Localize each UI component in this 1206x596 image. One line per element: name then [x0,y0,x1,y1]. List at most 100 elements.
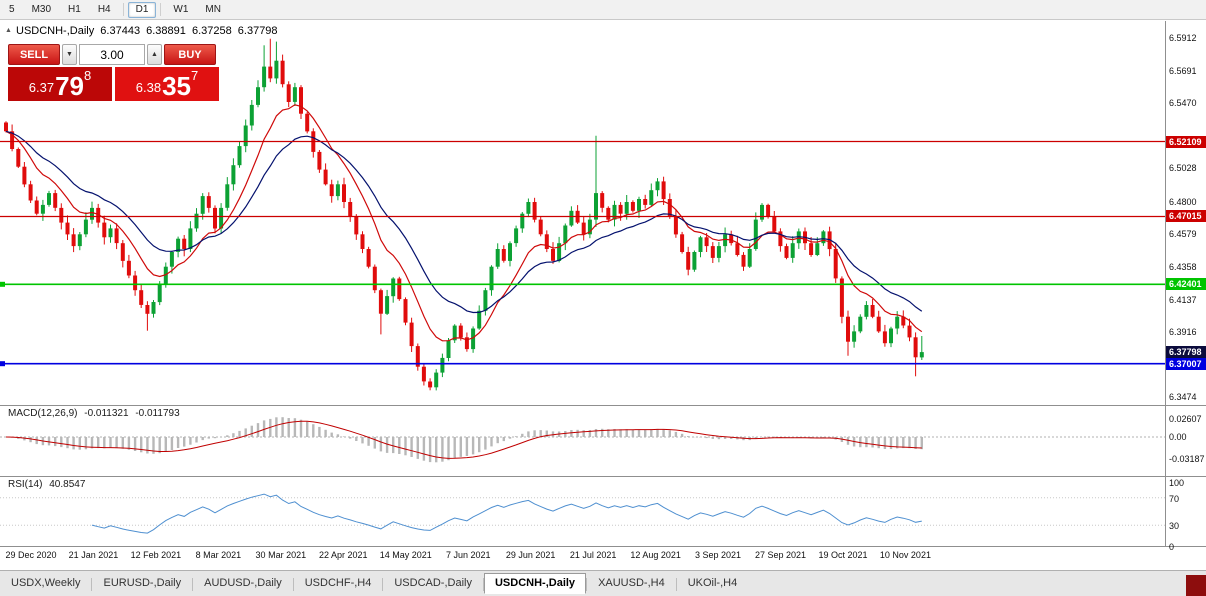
volume-increase-button[interactable]: ▲ [147,44,162,65]
date-axis-label: 30 Mar 2021 [255,550,307,560]
tab-separator [675,578,677,591]
chart-tab-usdx-weekly[interactable]: USDX,Weekly [11,577,81,589]
price-axis-label: 6.4358 [1169,261,1197,272]
macd-axis-label: 0.02607 [1169,413,1202,424]
chart-tab-usdcnh-daily[interactable]: USDCNH-,Daily [483,573,587,594]
pane-separators [0,21,1206,547]
ask-price-point: 7 [191,68,199,83]
tab-separator [192,578,194,591]
ask-price-major: 6.38 [135,80,162,95]
date-axis-label: 29 Dec 2020 [5,550,57,560]
timeframe-button-mn[interactable]: MN [205,3,221,15]
date-axis-label: 21 Jan 2021 [68,550,119,560]
date-axis-label: 10 Nov 2021 [879,550,931,560]
chart-tab-audusd-daily[interactable]: AUDUSD-,Daily [204,577,282,589]
chart-tab-usdchf-h4[interactable]: USDCHF-,H4 [304,577,372,589]
date-axis-label: 8 Mar 2021 [195,550,242,560]
chart-tab-xauusd-h4[interactable]: XAUUSD-,H4 [598,577,665,589]
date-axis-label: 7 Jun 2021 [445,550,491,560]
price-axis-label: 6.3916 [1169,327,1197,338]
macd-axis-label: 0.00 [1169,432,1187,442]
price-tag-6.47015[interactable]: 6.47015 [1166,210,1206,223]
date-axis-label: 21 Jul 2021 [569,550,617,560]
date-axis-label: 22 Apr 2021 [319,550,368,560]
tab-separator [482,578,484,591]
rsi-line [0,493,1165,534]
toolbar-separator [122,3,124,16]
price-tag-6.52109[interactable]: 6.52109 [1166,135,1206,148]
date-axis-label: 12 Feb 2021 [130,550,182,560]
macd-value-signal: -0.011793 [135,408,180,419]
price-axis-label: 6.5470 [1169,98,1197,109]
macd-value-main: -0.011321 [84,408,129,419]
chart-symbol-period: USDCNH-,Daily [16,25,95,37]
macd-signal-line [5,420,922,459]
macd-axis-label: -0.03187 [1169,454,1205,465]
chart-title-ohlc: USDCNH-,Daily 6.37443 6.38891 6.37258 6.… [16,25,281,37]
macd-label: MACD(12,26,9) -0.011321 -0.011793 [8,408,184,419]
price-axis-label: 6.5912 [1169,33,1197,44]
volume-input[interactable] [79,44,145,65]
macd-title: MACD(12,26,9) [8,408,78,419]
chart-tab-eurusd-daily[interactable]: EURUSD-,Daily [103,577,182,589]
rsi-axis-label: 70 [1169,493,1180,504]
ask-price-display[interactable]: 6.38 35 7 [115,67,219,101]
price-axis-label: 6.3474 [1169,392,1197,403]
rsi-value: 40.8547 [49,479,86,490]
tab-separator [292,578,294,591]
price-axis-label: 6.4137 [1169,294,1197,305]
corner-red-block [1186,575,1206,596]
buy-button[interactable]: BUY [164,44,216,65]
tab-separator [586,578,588,591]
rsi-title: RSI(14) [8,479,43,490]
date-axis-label: 14 May 2021 [379,550,432,560]
price-axis-label: 6.4579 [1169,229,1197,240]
ohlc-open: 6.37443 [100,25,141,37]
current-price-tag: 6.37798 [1166,345,1206,358]
timeframe-button-5[interactable]: 5 [9,3,15,15]
chart-tab-ukoil-h4[interactable]: UKOil-,H4 [687,577,738,589]
bid-price-display[interactable]: 6.37 79 8 [8,67,112,101]
ma-slow-line [5,130,923,314]
toolbar-separator [160,3,162,16]
rsi-label: RSI(14) 40.8547 [8,479,89,490]
price-tag-6.37007[interactable]: 6.37007 [1166,357,1206,370]
date-axis-label: 3 Sep 2021 [695,550,742,560]
timeframe-button-d1[interactable]: D1 [127,1,157,18]
timeframe-button-h4[interactable]: H4 [97,3,111,15]
sell-button[interactable]: SELL [8,44,60,65]
bid-price-pips: 79 [55,71,84,101]
date-axis-label: 12 Aug 2021 [630,550,681,560]
date-axis-label: 19 Oct 2021 [818,550,868,560]
bid-price-point: 8 [84,68,92,83]
chart-tabs-bar: USDX,Weekly EURUSD-,Daily AUDUSD-,Daily USD… [0,570,1206,596]
price-axis-label: 6.5691 [1169,65,1197,76]
timeframe-toolbar: 5 M30 H1 H4 D1 W1 MN [0,0,1206,20]
ma-fast-line [5,104,923,342]
date-axis-label: 27 Sep 2021 [754,550,807,560]
ohlc-low: 6.37258 [191,25,232,37]
tab-separator [91,578,93,591]
ohlc-high: 6.38891 [146,25,186,37]
price-tag-6.42401[interactable]: 6.42401 [1166,278,1206,291]
volume-decrease-button[interactable]: ▼ [62,44,77,65]
rsi-axis-label: 30 [1169,521,1180,532]
macd-histogram [0,417,1165,463]
level-lines[interactable] [0,140,1165,367]
chart-marker-icon: ▲ [5,27,12,34]
rsi-axis-label: 0 [1169,542,1175,552]
timeframe-button-h1[interactable]: H1 [68,3,81,15]
rsi-pane[interactable] [0,477,1165,546]
date-axis-label: 29 Jun 2021 [505,550,556,560]
price-axis-label: 6.4800 [1169,196,1197,207]
rsi-axis-label: 100 [1169,478,1185,488]
ask-price-pips: 35 [162,71,191,101]
timeframe-button-w1[interactable]: W1 [173,3,189,15]
chart-tab-usdcad-daily[interactable]: USDCAD-,Daily [394,577,472,589]
timeframe-button-m30[interactable]: M30 [31,3,52,15]
tab-separator [382,578,384,591]
bid-price-major: 6.37 [28,80,55,95]
